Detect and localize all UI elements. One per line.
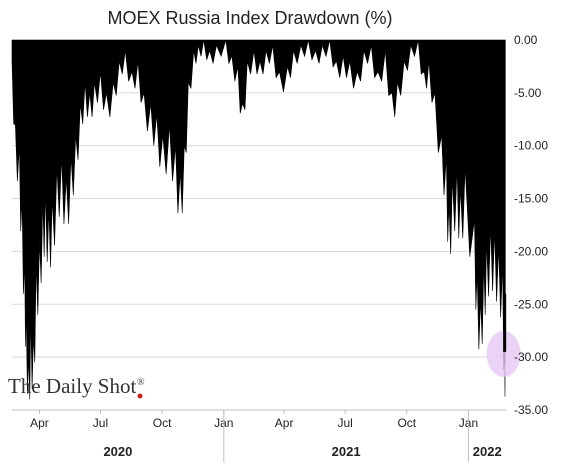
x-tick-label: Apr — [30, 416, 49, 430]
highlight-marker — [486, 293, 521, 377]
brand-registered-mark: ® — [137, 377, 145, 388]
drawdown-area — [11, 39, 506, 400]
y-tick-label: -15.00 — [514, 192, 548, 206]
x-tick-label: Oct — [397, 416, 416, 430]
year-label: 2020 — [103, 444, 132, 459]
x-tick-label: Jul — [337, 416, 352, 430]
y-tick-label: -35.00 — [514, 403, 548, 417]
y-tick-label: -25.00 — [514, 297, 548, 311]
chart-title: MOEX Russia Index Drawdown (%) — [107, 8, 392, 28]
gridlines — [12, 39, 506, 411]
brand-dot — [137, 393, 143, 399]
brand-text: The Daily Shot — [8, 374, 136, 398]
y-axis: 0.00 -5.00 -10.00 -15.00 -20.00 -25.00 -30.00 -… — [514, 33, 548, 417]
highlight-circle — [486, 330, 521, 377]
x-tick-label: Oct — [153, 416, 172, 430]
y-tick-label: -20.00 — [514, 244, 548, 258]
x-tick-label: Apr — [275, 416, 294, 430]
brand-logo: The Daily Shot ® — [8, 374, 145, 399]
y-tick-label: -30.00 — [514, 350, 548, 364]
y-tick-label: -10.00 — [514, 139, 548, 153]
year-label: 2021 — [332, 444, 361, 459]
x-tick-label: Jul — [93, 416, 108, 430]
y-tick-label: 0.00 — [514, 33, 538, 47]
drawdown-series — [11, 39, 506, 400]
y-tick-label: -5.00 — [514, 86, 542, 100]
year-label: 2022 — [473, 444, 502, 459]
